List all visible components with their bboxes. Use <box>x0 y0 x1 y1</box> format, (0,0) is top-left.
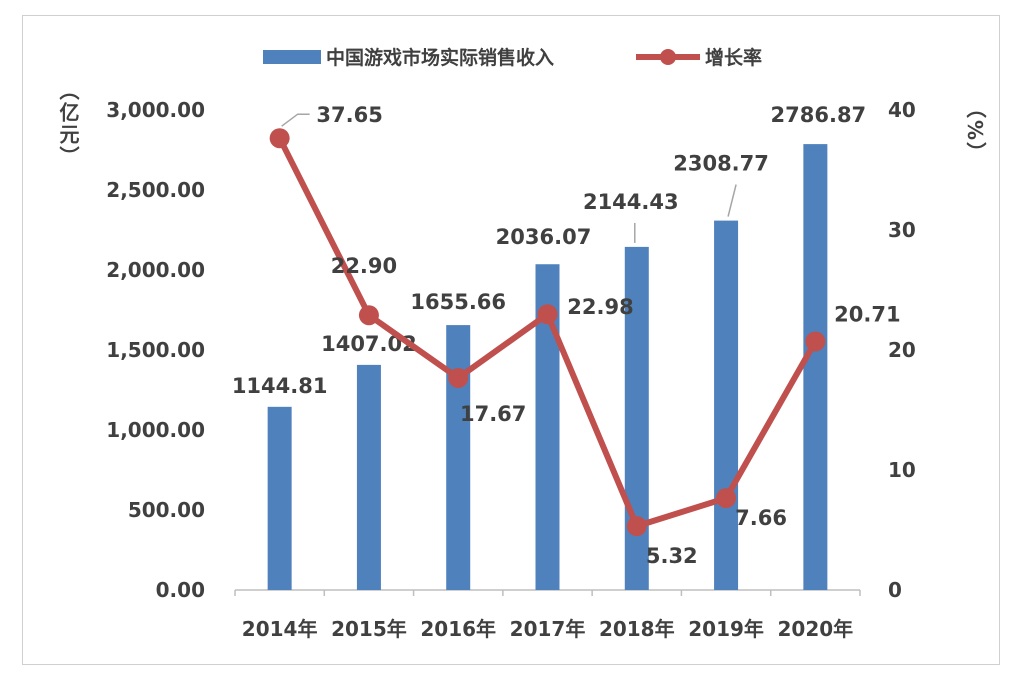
line-data-label: 17.67 <box>460 402 526 426</box>
bar-data-label: 1655.66 <box>410 290 506 314</box>
x-tick-label: 2018年 <box>599 617 675 641</box>
right-axis-title: （%） <box>963 98 987 165</box>
left-tick-label: 1,500.00 <box>106 338 205 362</box>
bar-data-label: 1144.81 <box>232 374 328 398</box>
legend-label-line: 增长率 <box>705 46 762 69</box>
chart-frame <box>22 15 1000 665</box>
line-data-label: 5.32 <box>646 544 698 568</box>
x-tick-label: 2020年 <box>778 617 854 641</box>
growth-marker <box>448 367 469 388</box>
line-data-label: 22.98 <box>567 295 633 319</box>
bar-label-leader <box>727 184 737 217</box>
x-tick-label: 2015年 <box>331 617 407 641</box>
bar-data-label: 2036.07 <box>496 225 592 249</box>
growth-marker <box>716 488 737 509</box>
legend-label-bar: 中国游戏市场实际销售收入 <box>326 46 554 69</box>
bar-data-label: 2308.77 <box>673 152 769 176</box>
left-tick-label: 2,500.00 <box>106 178 205 202</box>
bar <box>803 144 828 590</box>
line-data-label: 20.71 <box>834 302 900 326</box>
bar <box>714 220 739 590</box>
x-tick-label: 2016年 <box>420 617 496 641</box>
right-tick-label: 20 <box>888 338 916 362</box>
bar-data-label: 2144.43 <box>583 190 679 214</box>
bar-data-label: 2786.87 <box>771 103 867 127</box>
x-tick-label: 2017年 <box>510 617 586 641</box>
left-tick-label: 3,000.00 <box>106 98 205 122</box>
left-axis-title: （亿元） <box>56 80 80 168</box>
bar <box>267 406 292 590</box>
line-data-label: 7.66 <box>735 506 787 530</box>
right-tick-label: 40 <box>888 98 916 122</box>
line-data-label: 22.90 <box>331 254 397 278</box>
legend-swatch-bar <box>263 50 321 64</box>
growth-marker <box>626 516 647 537</box>
growth-marker <box>269 128 290 149</box>
x-tick-label: 2014年 <box>242 617 318 641</box>
right-tick-label: 0 <box>888 578 902 602</box>
right-tick-label: 30 <box>888 218 916 242</box>
line-data-label: 37.65 <box>316 103 382 127</box>
bar <box>356 364 381 590</box>
growth-marker <box>537 304 558 325</box>
left-tick-label: 0.00 <box>156 578 205 602</box>
bar <box>446 325 471 590</box>
legend-swatch-marker <box>660 49 676 65</box>
left-tick-label: 1,000.00 <box>106 418 205 442</box>
x-tick-label: 2019年 <box>688 617 764 641</box>
left-tick-label: 2,000.00 <box>106 258 205 282</box>
growth-marker <box>358 305 379 326</box>
right-tick-label: 10 <box>888 458 916 482</box>
left-tick-label: 500.00 <box>128 498 205 522</box>
growth-marker <box>805 331 826 352</box>
line-label-leader <box>281 113 310 127</box>
